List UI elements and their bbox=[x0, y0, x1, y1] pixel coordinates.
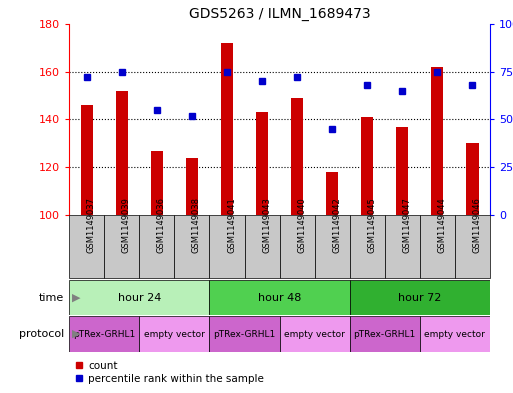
Text: GSM1149040: GSM1149040 bbox=[297, 197, 306, 253]
Text: protocol: protocol bbox=[19, 329, 64, 339]
Bar bbox=[431, 67, 443, 215]
Bar bbox=[186, 158, 198, 215]
Text: empty vector: empty vector bbox=[284, 330, 345, 338]
Bar bbox=[221, 43, 233, 215]
Bar bbox=[280, 316, 350, 352]
Text: GSM1149043: GSM1149043 bbox=[262, 197, 271, 253]
Bar bbox=[350, 316, 420, 352]
Bar bbox=[151, 151, 163, 215]
Text: GSM1149041: GSM1149041 bbox=[227, 197, 236, 253]
Text: ▶: ▶ bbox=[72, 292, 81, 303]
Bar bbox=[81, 105, 93, 215]
Text: GSM1149037: GSM1149037 bbox=[87, 197, 96, 253]
Text: GSM1149038: GSM1149038 bbox=[192, 197, 201, 253]
Text: GSM1149047: GSM1149047 bbox=[402, 197, 411, 253]
Bar bbox=[466, 143, 479, 215]
Text: pTRex-GRHL1: pTRex-GRHL1 bbox=[353, 330, 416, 338]
Bar bbox=[396, 127, 408, 215]
Bar bbox=[209, 280, 350, 315]
Text: GSM1149039: GSM1149039 bbox=[122, 197, 131, 253]
Bar bbox=[350, 215, 385, 278]
Bar bbox=[350, 280, 490, 315]
Text: hour 48: hour 48 bbox=[258, 292, 301, 303]
Title: GDS5263 / ILMN_1689473: GDS5263 / ILMN_1689473 bbox=[189, 7, 370, 21]
Text: time: time bbox=[39, 292, 64, 303]
Text: ▶: ▶ bbox=[72, 329, 81, 339]
Bar bbox=[104, 215, 140, 278]
Text: GSM1149045: GSM1149045 bbox=[367, 197, 376, 253]
Bar bbox=[69, 215, 104, 278]
Bar bbox=[256, 112, 268, 215]
Bar bbox=[209, 316, 280, 352]
Text: GSM1149044: GSM1149044 bbox=[437, 197, 446, 253]
Text: hour 72: hour 72 bbox=[398, 292, 442, 303]
Bar bbox=[209, 215, 245, 278]
Bar bbox=[361, 117, 373, 215]
Bar bbox=[140, 316, 209, 352]
Text: hour 24: hour 24 bbox=[117, 292, 161, 303]
Bar bbox=[420, 316, 490, 352]
Bar bbox=[455, 215, 490, 278]
Text: empty vector: empty vector bbox=[424, 330, 485, 338]
Bar bbox=[69, 316, 140, 352]
Bar bbox=[140, 215, 174, 278]
Bar bbox=[420, 215, 455, 278]
Bar bbox=[385, 215, 420, 278]
Bar bbox=[69, 280, 209, 315]
Bar bbox=[314, 215, 350, 278]
Text: empty vector: empty vector bbox=[144, 330, 205, 338]
Bar bbox=[116, 91, 128, 215]
Text: GSM1149046: GSM1149046 bbox=[472, 197, 481, 253]
Bar bbox=[326, 172, 338, 215]
Text: GSM1149036: GSM1149036 bbox=[157, 197, 166, 253]
Bar bbox=[174, 215, 209, 278]
Text: GSM1149042: GSM1149042 bbox=[332, 197, 341, 253]
Bar bbox=[245, 215, 280, 278]
Text: pTRex-GRHL1: pTRex-GRHL1 bbox=[73, 330, 135, 338]
Bar bbox=[280, 215, 314, 278]
Bar bbox=[291, 98, 303, 215]
Legend: count, percentile rank within the sample: count, percentile rank within the sample bbox=[74, 361, 264, 384]
Text: pTRex-GRHL1: pTRex-GRHL1 bbox=[213, 330, 275, 338]
